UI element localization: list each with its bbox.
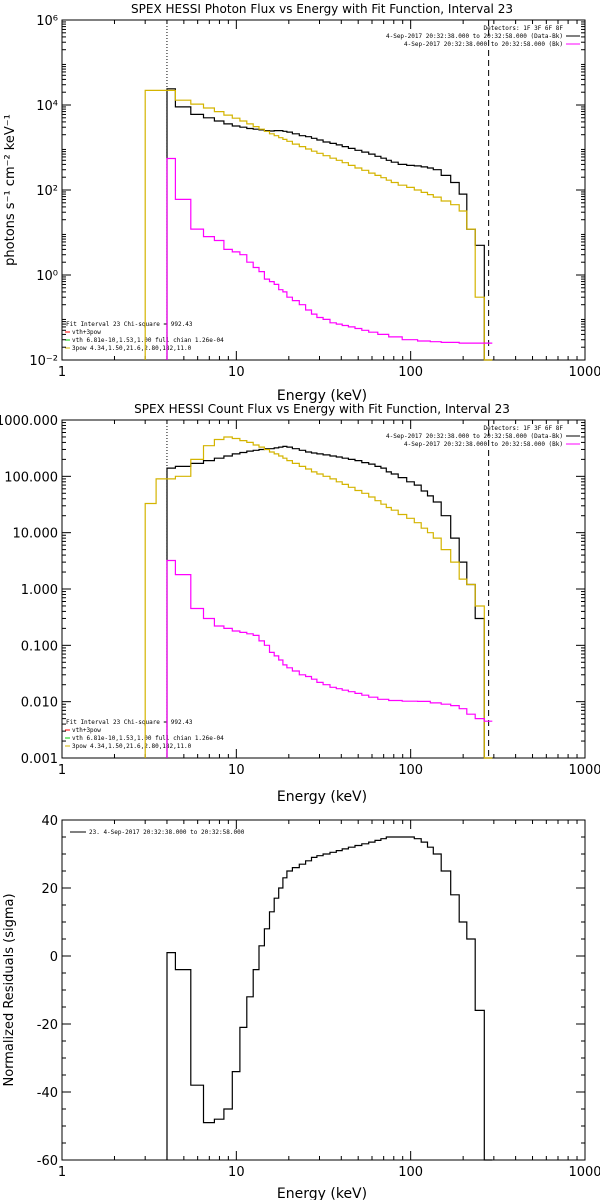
count-ytick-label: 0.010 (21, 696, 58, 711)
count-ytick-label: 1.000 (21, 583, 58, 598)
photon-ytick-label: 10² (36, 184, 58, 199)
residual-plot-frame (61, 819, 586, 1161)
count-legend-entry: vth+3pow (72, 727, 101, 734)
count-legend-entry: 3pow 4.34,1.50,21.6,2.80,182,11.0 (72, 743, 192, 750)
residual-ytick-label: 20 (41, 882, 58, 897)
residual-ytick-label: -40 (37, 1086, 58, 1101)
count-plot-frame (61, 419, 586, 759)
count-legend-entry: Detectors: 1F 3F 6F 8F (484, 425, 564, 432)
photon-legend-entry: 4-Sep-2017 20:32:38.000 to 20:32:58.000 … (404, 41, 563, 48)
photon-series-2 (166, 157, 493, 360)
residual-series-0 (166, 836, 493, 1161)
photon-ytick-label: 10⁰ (36, 269, 58, 284)
count-legend-entry: 4-Sep-2017 20:32:38.000 to 20:32:58.000 … (386, 433, 563, 440)
residual-xtick-label: 1 (58, 1165, 66, 1180)
photon-legend-entry: 3pow 4.34,1.50,21.6,2.80,182,11.0 (72, 345, 192, 352)
photon-ytick-label: 10⁶ (36, 14, 58, 29)
photon-legend-entry: Detectors: 1F 3F 6F 8F (484, 25, 564, 32)
photon-series-1 (144, 89, 493, 361)
count-series-1 (144, 436, 493, 759)
count-flux-title: SPEX HESSI Count Flux vs Energy with Fit… (134, 402, 510, 416)
residuals-xlabel: Energy (keV) (277, 1186, 367, 1200)
count-ytick-label: 10.000 (13, 527, 59, 542)
count-series-0 (166, 445, 493, 759)
residual-xtick-label: 10 (228, 1165, 245, 1180)
count-xtick-label: 1000 (568, 763, 600, 778)
count-ytick-label: 100.000 (4, 470, 58, 485)
count-ytick-label: 0.100 (21, 639, 58, 654)
residual-ytick-label: -20 (37, 1018, 58, 1033)
photon-xtick-label: 10 (228, 365, 245, 380)
photon-flux-panel: SPEX HESSI Photon Flux vs Energy with Fi… (3, 2, 600, 404)
photon-legend-entry: vth 6.81e-10,1.53,1.00 full chian 1.26e-… (72, 337, 224, 344)
count-legend-bottom-left: Fit Interval 23 Chi-square = 992.43vth+3… (65, 719, 224, 750)
count-ytick-label: 1000.000 (0, 414, 58, 429)
count-legend-entry: Fit Interval 23 Chi-square = 992.43 (66, 719, 193, 726)
photon-plot-frame (61, 19, 586, 361)
residual-xtick-label: 1000 (568, 1165, 600, 1180)
count-ytick-label: 0.001 (21, 752, 58, 767)
residual-ytick-label: 40 (41, 814, 58, 829)
photon-ytick-label: 10⁴ (36, 99, 58, 114)
count-flux-xlabel: Energy (keV) (277, 789, 367, 805)
residual-ytick-label: 0 (50, 950, 58, 965)
photon-legend-entry: Fit Interval 23 Chi-square = 992.43 (66, 321, 193, 328)
photon-ytick-label: 10⁻² (29, 354, 58, 369)
photon-series-0 (166, 88, 493, 361)
residual-legend-entry: 23. 4-Sep-2017 20:32:38.000 to 20:32:58.… (89, 829, 245, 836)
photon-legend-entry: 4-Sep-2017 20:32:38.000 to 20:32:58.000 … (386, 33, 563, 40)
photon-xtick-label: 100 (398, 365, 423, 380)
count-series-2 (166, 559, 493, 758)
photon-xtick-label: 1 (58, 365, 66, 380)
photon-legend-bottom-left: Fit Interval 23 Chi-square = 992.43vth+3… (65, 321, 224, 352)
count-xtick-label: 1 (58, 763, 66, 778)
photon-legend-entry: vth+3pow (72, 329, 101, 336)
residuals-panel: 23. 4-Sep-2017 20:32:38.000 to 20:32:58.… (2, 814, 600, 1200)
count-xtick-label: 100 (398, 763, 423, 778)
photon-legend-top-right: Detectors: 1F 3F 6F 8F4-Sep-2017 20:32:3… (386, 25, 580, 48)
count-legend-entry: vth 6.81e-10,1.53,1.00 full chian 1.26e-… (72, 735, 224, 742)
count-legend-top-right: Detectors: 1F 3F 6F 8F4-Sep-2017 20:32:3… (386, 425, 580, 448)
photon-flux-title: SPEX HESSI Photon Flux vs Energy with Fi… (131, 2, 513, 16)
residual-xtick-label: 100 (398, 1165, 423, 1180)
photon-xtick-label: 1000 (568, 365, 600, 380)
residuals-ylabel: Normalized Residuals (sigma) (2, 893, 17, 1086)
count-xtick-label: 10 (228, 763, 245, 778)
photon-flux-ylabel: photons s⁻¹ cm⁻² keV⁻¹ (3, 114, 18, 266)
photon-flux-xlabel: Energy (keV) (277, 388, 367, 404)
count-legend-entry: 4-Sep-2017 20:32:38.000 to 20:32:58.000 … (404, 441, 563, 448)
residuals-legend: 23. 4-Sep-2017 20:32:38.000 to 20:32:58.… (70, 829, 245, 836)
count-flux-panel: SPEX HESSI Count Flux vs Energy with Fit… (0, 402, 600, 805)
residual-ytick-label: -60 (37, 1154, 58, 1169)
